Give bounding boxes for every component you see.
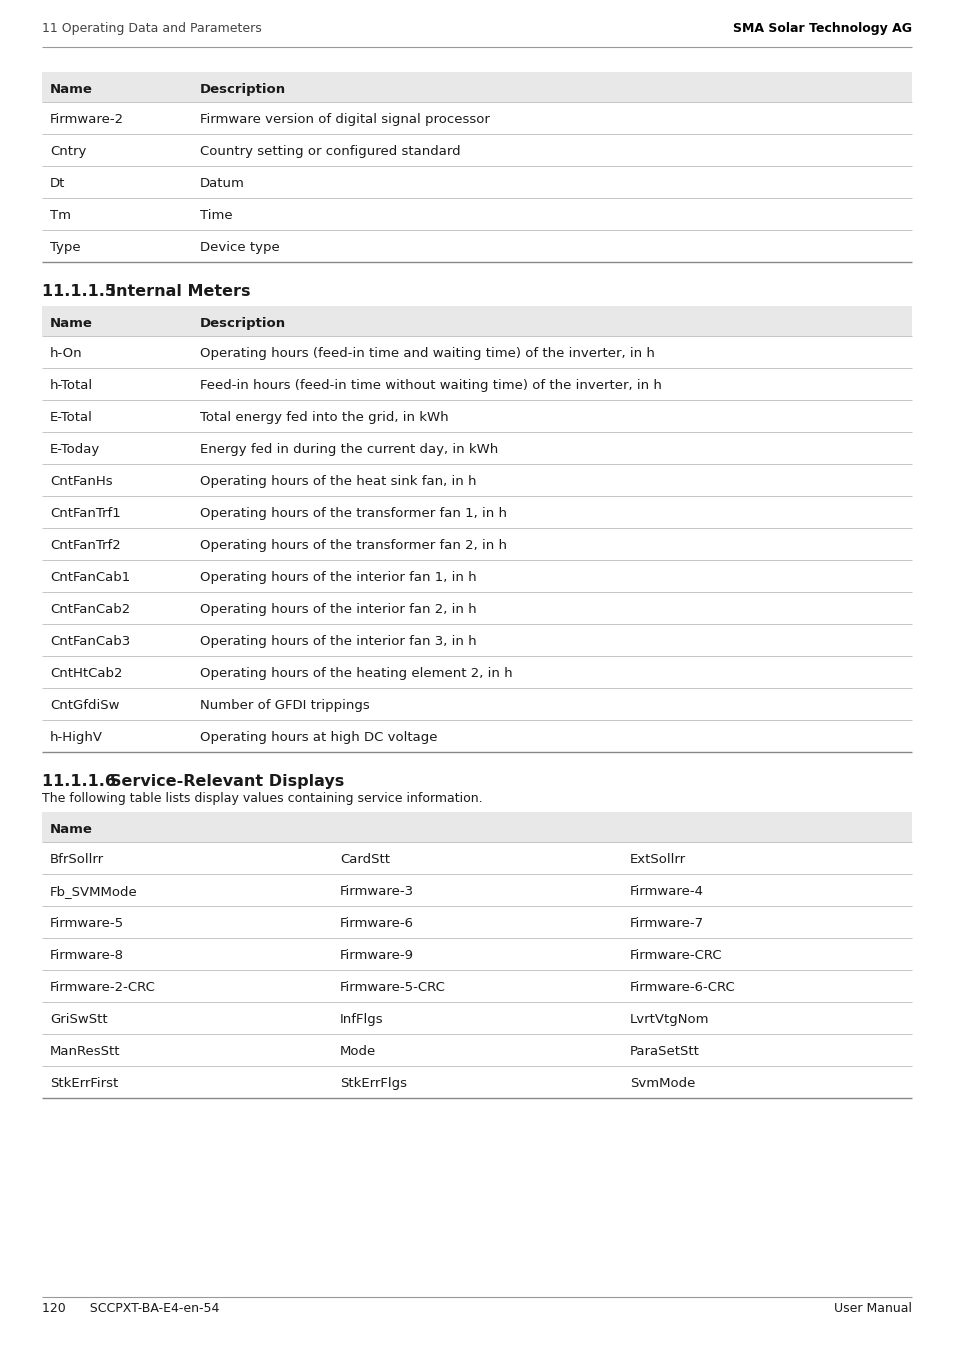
Text: CntFanTrf2: CntFanTrf2 xyxy=(50,539,121,552)
Text: CntHtCab2: CntHtCab2 xyxy=(50,667,122,680)
Text: h-On: h-On xyxy=(50,347,83,360)
Text: Total energy fed into the grid, in kWh: Total energy fed into the grid, in kWh xyxy=(200,410,448,424)
Text: Description: Description xyxy=(200,82,286,96)
Text: Feed-in hours (feed-in time without waiting time) of the inverter, in h: Feed-in hours (feed-in time without wait… xyxy=(200,379,661,391)
Bar xyxy=(42,811,911,842)
Text: Internal Meters: Internal Meters xyxy=(110,284,251,298)
Text: Cntry: Cntry xyxy=(50,144,87,158)
Text: Operating hours of the heat sink fan, in h: Operating hours of the heat sink fan, in… xyxy=(200,475,476,487)
Text: Time: Time xyxy=(200,209,233,221)
Text: ExtSollrr: ExtSollrr xyxy=(629,853,685,865)
Text: Operating hours of the transformer fan 2, in h: Operating hours of the transformer fan 2… xyxy=(200,539,506,552)
Text: Number of GFDI trippings: Number of GFDI trippings xyxy=(200,699,370,711)
Text: User Manual: User Manual xyxy=(833,1301,911,1315)
Text: StkErrFirst: StkErrFirst xyxy=(50,1077,118,1089)
Text: SvmMode: SvmMode xyxy=(629,1077,695,1089)
Text: Fb_SVMMode: Fb_SVMMode xyxy=(50,886,137,898)
Text: Name: Name xyxy=(50,317,92,329)
Text: Firmware version of digital signal processor: Firmware version of digital signal proce… xyxy=(200,113,489,126)
Text: E-Today: E-Today xyxy=(50,443,100,456)
Text: CntFanHs: CntFanHs xyxy=(50,475,112,487)
Text: InfFlgs: InfFlgs xyxy=(339,1012,383,1026)
Text: Device type: Device type xyxy=(200,242,279,254)
Bar xyxy=(42,306,911,336)
Text: Firmware-7: Firmware-7 xyxy=(629,917,703,930)
Text: Mode: Mode xyxy=(339,1045,375,1058)
Text: SMA Solar Technology AG: SMA Solar Technology AG xyxy=(732,22,911,35)
Text: Firmware-3: Firmware-3 xyxy=(339,886,414,898)
Text: Datum: Datum xyxy=(200,177,245,190)
Bar xyxy=(42,72,911,103)
Text: Firmware-6: Firmware-6 xyxy=(339,917,414,930)
Text: Name: Name xyxy=(50,824,92,836)
Text: Firmware-4: Firmware-4 xyxy=(629,886,703,898)
Text: Tm: Tm xyxy=(50,209,71,221)
Text: CntFanCab3: CntFanCab3 xyxy=(50,634,131,648)
Text: Name: Name xyxy=(50,82,92,96)
Text: CntGfdiSw: CntGfdiSw xyxy=(50,699,119,711)
Text: ParaSetStt: ParaSetStt xyxy=(629,1045,700,1058)
Text: Operating hours (feed-in time and waiting time) of the inverter, in h: Operating hours (feed-in time and waitin… xyxy=(200,347,654,360)
Text: CntFanTrf1: CntFanTrf1 xyxy=(50,508,121,520)
Text: Operating hours at high DC voltage: Operating hours at high DC voltage xyxy=(200,730,437,744)
Text: Service-Relevant Displays: Service-Relevant Displays xyxy=(110,774,344,788)
Text: Type: Type xyxy=(50,242,81,254)
Text: h-Total: h-Total xyxy=(50,379,93,391)
Text: Firmware-5: Firmware-5 xyxy=(50,917,124,930)
Text: 11.1.1.6: 11.1.1.6 xyxy=(42,774,132,788)
Text: 120      SCCPXT-BA-E4-en-54: 120 SCCPXT-BA-E4-en-54 xyxy=(42,1301,219,1315)
Text: h-HighV: h-HighV xyxy=(50,730,103,744)
Text: Operating hours of the interior fan 3, in h: Operating hours of the interior fan 3, i… xyxy=(200,634,477,648)
Text: Firmware-6-CRC: Firmware-6-CRC xyxy=(629,981,735,994)
Text: BfrSollrr: BfrSollrr xyxy=(50,853,104,865)
Text: LvrtVtgNom: LvrtVtgNom xyxy=(629,1012,709,1026)
Text: Firmware-8: Firmware-8 xyxy=(50,949,124,963)
Text: E-Total: E-Total xyxy=(50,410,92,424)
Text: Operating hours of the heating element 2, in h: Operating hours of the heating element 2… xyxy=(200,667,512,680)
Text: Operating hours of the interior fan 1, in h: Operating hours of the interior fan 1, i… xyxy=(200,571,477,585)
Text: StkErrFlgs: StkErrFlgs xyxy=(339,1077,407,1089)
Text: Country setting or configured standard: Country setting or configured standard xyxy=(200,144,460,158)
Text: Dt: Dt xyxy=(50,177,66,190)
Text: GriSwStt: GriSwStt xyxy=(50,1012,108,1026)
Text: Description: Description xyxy=(200,317,286,329)
Text: CntFanCab2: CntFanCab2 xyxy=(50,603,131,616)
Text: Operating hours of the interior fan 2, in h: Operating hours of the interior fan 2, i… xyxy=(200,603,477,616)
Text: 11.1.1.5: 11.1.1.5 xyxy=(42,284,132,298)
Text: 11 Operating Data and Parameters: 11 Operating Data and Parameters xyxy=(42,22,261,35)
Text: CardStt: CardStt xyxy=(339,853,390,865)
Text: CntFanCab1: CntFanCab1 xyxy=(50,571,131,585)
Text: Firmware-2: Firmware-2 xyxy=(50,113,124,126)
Text: ManResStt: ManResStt xyxy=(50,1045,120,1058)
Text: The following table lists display values containing service information.: The following table lists display values… xyxy=(42,792,482,805)
Text: Firmware-CRC: Firmware-CRC xyxy=(629,949,721,963)
Text: Firmware-5-CRC: Firmware-5-CRC xyxy=(339,981,445,994)
Text: Energy fed in during the current day, in kWh: Energy fed in during the current day, in… xyxy=(200,443,497,456)
Text: Operating hours of the transformer fan 1, in h: Operating hours of the transformer fan 1… xyxy=(200,508,506,520)
Text: Firmware-2-CRC: Firmware-2-CRC xyxy=(50,981,155,994)
Text: Firmware-9: Firmware-9 xyxy=(339,949,414,963)
